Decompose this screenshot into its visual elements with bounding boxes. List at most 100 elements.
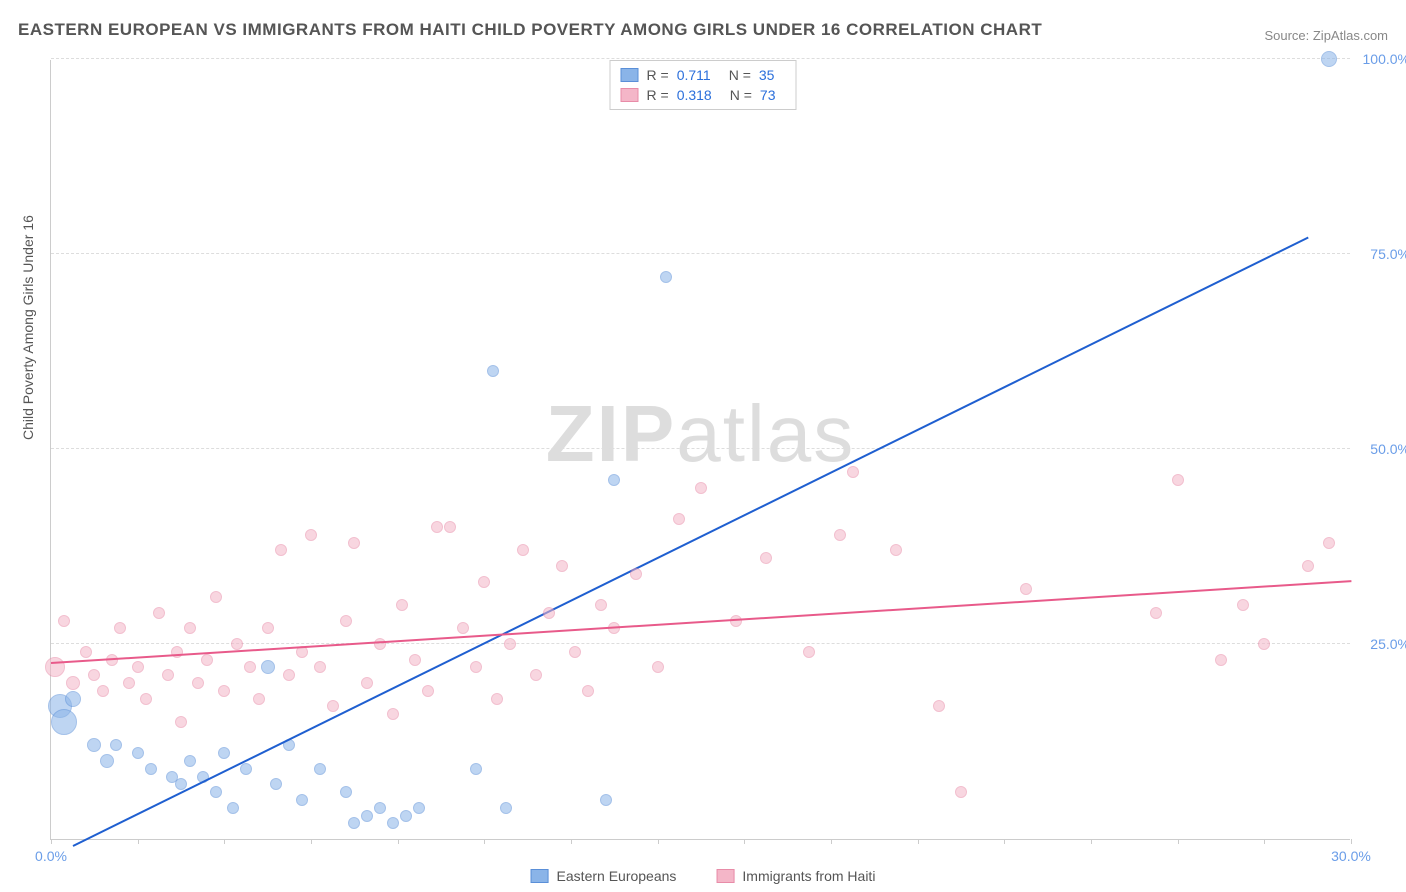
- data-point: [361, 677, 373, 689]
- data-point: [132, 661, 144, 673]
- x-tick-mark: [744, 839, 745, 844]
- gridline: [51, 643, 1350, 644]
- data-point: [275, 544, 287, 556]
- n-label: N =: [730, 87, 752, 103]
- data-point: [314, 661, 326, 673]
- data-point: [834, 529, 846, 541]
- data-point: [97, 685, 109, 697]
- x-tick-mark: [484, 839, 485, 844]
- data-point: [760, 552, 772, 564]
- data-point: [556, 560, 568, 572]
- data-point: [262, 622, 274, 634]
- data-point: [1172, 474, 1184, 486]
- data-point: [87, 738, 101, 752]
- series-legend: Eastern Europeans Immigrants from Haiti: [531, 868, 876, 884]
- legend-item: Eastern Europeans: [531, 868, 677, 884]
- data-point: [890, 544, 902, 556]
- x-tick-mark: [571, 839, 572, 844]
- data-point: [218, 685, 230, 697]
- data-point: [1302, 560, 1314, 572]
- data-point: [132, 747, 144, 759]
- x-tick-mark: [311, 839, 312, 844]
- data-point: [65, 691, 81, 707]
- x-tick-label: 30.0%: [1331, 848, 1371, 864]
- data-point: [543, 607, 555, 619]
- source-label: Source: ZipAtlas.com: [1264, 28, 1388, 43]
- y-tick-label: 75.0%: [1370, 246, 1406, 262]
- data-point: [244, 661, 256, 673]
- x-tick-mark: [138, 839, 139, 844]
- data-point: [673, 513, 685, 525]
- legend-label: Immigrants from Haiti: [742, 868, 875, 884]
- r-label: R =: [647, 67, 669, 83]
- data-point: [803, 646, 815, 658]
- data-point: [175, 716, 187, 728]
- data-point: [253, 693, 265, 705]
- data-point: [1215, 654, 1227, 666]
- x-tick-mark: [1004, 839, 1005, 844]
- data-point: [1237, 599, 1249, 611]
- data-point: [227, 802, 239, 814]
- watermark-bold: ZIP: [546, 389, 676, 478]
- data-point: [348, 817, 360, 829]
- data-point: [409, 654, 421, 666]
- legend-swatch: [621, 68, 639, 82]
- data-point: [457, 622, 469, 634]
- data-point: [51, 709, 77, 735]
- data-point: [413, 802, 425, 814]
- data-point: [88, 669, 100, 681]
- data-point: [1321, 51, 1337, 67]
- x-tick-mark: [658, 839, 659, 844]
- data-point: [261, 660, 275, 674]
- plot-area: ZIPatlas 25.0%50.0%75.0%100.0%0.0%30.0%: [50, 60, 1350, 840]
- gridline: [51, 58, 1350, 59]
- data-point: [184, 622, 196, 634]
- data-point: [162, 669, 174, 681]
- data-point: [608, 474, 620, 486]
- data-point: [283, 669, 295, 681]
- data-point: [444, 521, 456, 533]
- data-point: [80, 646, 92, 658]
- watermark-rest: atlas: [676, 389, 855, 478]
- data-point: [340, 615, 352, 627]
- data-point: [582, 685, 594, 697]
- r-label: R =: [647, 87, 669, 103]
- data-point: [140, 693, 152, 705]
- data-point: [500, 802, 512, 814]
- y-tick-label: 50.0%: [1370, 441, 1406, 457]
- data-point: [201, 654, 213, 666]
- data-point: [422, 685, 434, 697]
- data-point: [66, 676, 80, 690]
- legend-item: Immigrants from Haiti: [716, 868, 875, 884]
- data-point: [361, 810, 373, 822]
- data-point: [192, 677, 204, 689]
- data-point: [305, 529, 317, 541]
- data-point: [530, 669, 542, 681]
- data-point: [114, 622, 126, 634]
- data-point: [1020, 583, 1032, 595]
- legend-swatch: [716, 869, 734, 883]
- data-point: [296, 794, 308, 806]
- data-point: [210, 786, 222, 798]
- data-point: [660, 271, 672, 283]
- data-point: [396, 599, 408, 611]
- x-tick-mark: [1178, 839, 1179, 844]
- r-value: 0.711: [677, 67, 711, 83]
- data-point: [210, 591, 222, 603]
- x-tick-mark: [1351, 839, 1352, 844]
- trend-line: [72, 237, 1308, 847]
- data-point: [145, 763, 157, 775]
- data-point: [400, 810, 412, 822]
- data-point: [218, 747, 230, 759]
- data-point: [348, 537, 360, 549]
- data-point: [478, 576, 490, 588]
- legend-label: Eastern Europeans: [557, 868, 677, 884]
- data-point: [600, 794, 612, 806]
- x-tick-mark: [1091, 839, 1092, 844]
- x-tick-mark: [831, 839, 832, 844]
- stats-row: R =0.711N =35: [621, 65, 786, 85]
- data-point: [1150, 607, 1162, 619]
- data-point: [695, 482, 707, 494]
- gridline: [51, 448, 1350, 449]
- data-point: [569, 646, 581, 658]
